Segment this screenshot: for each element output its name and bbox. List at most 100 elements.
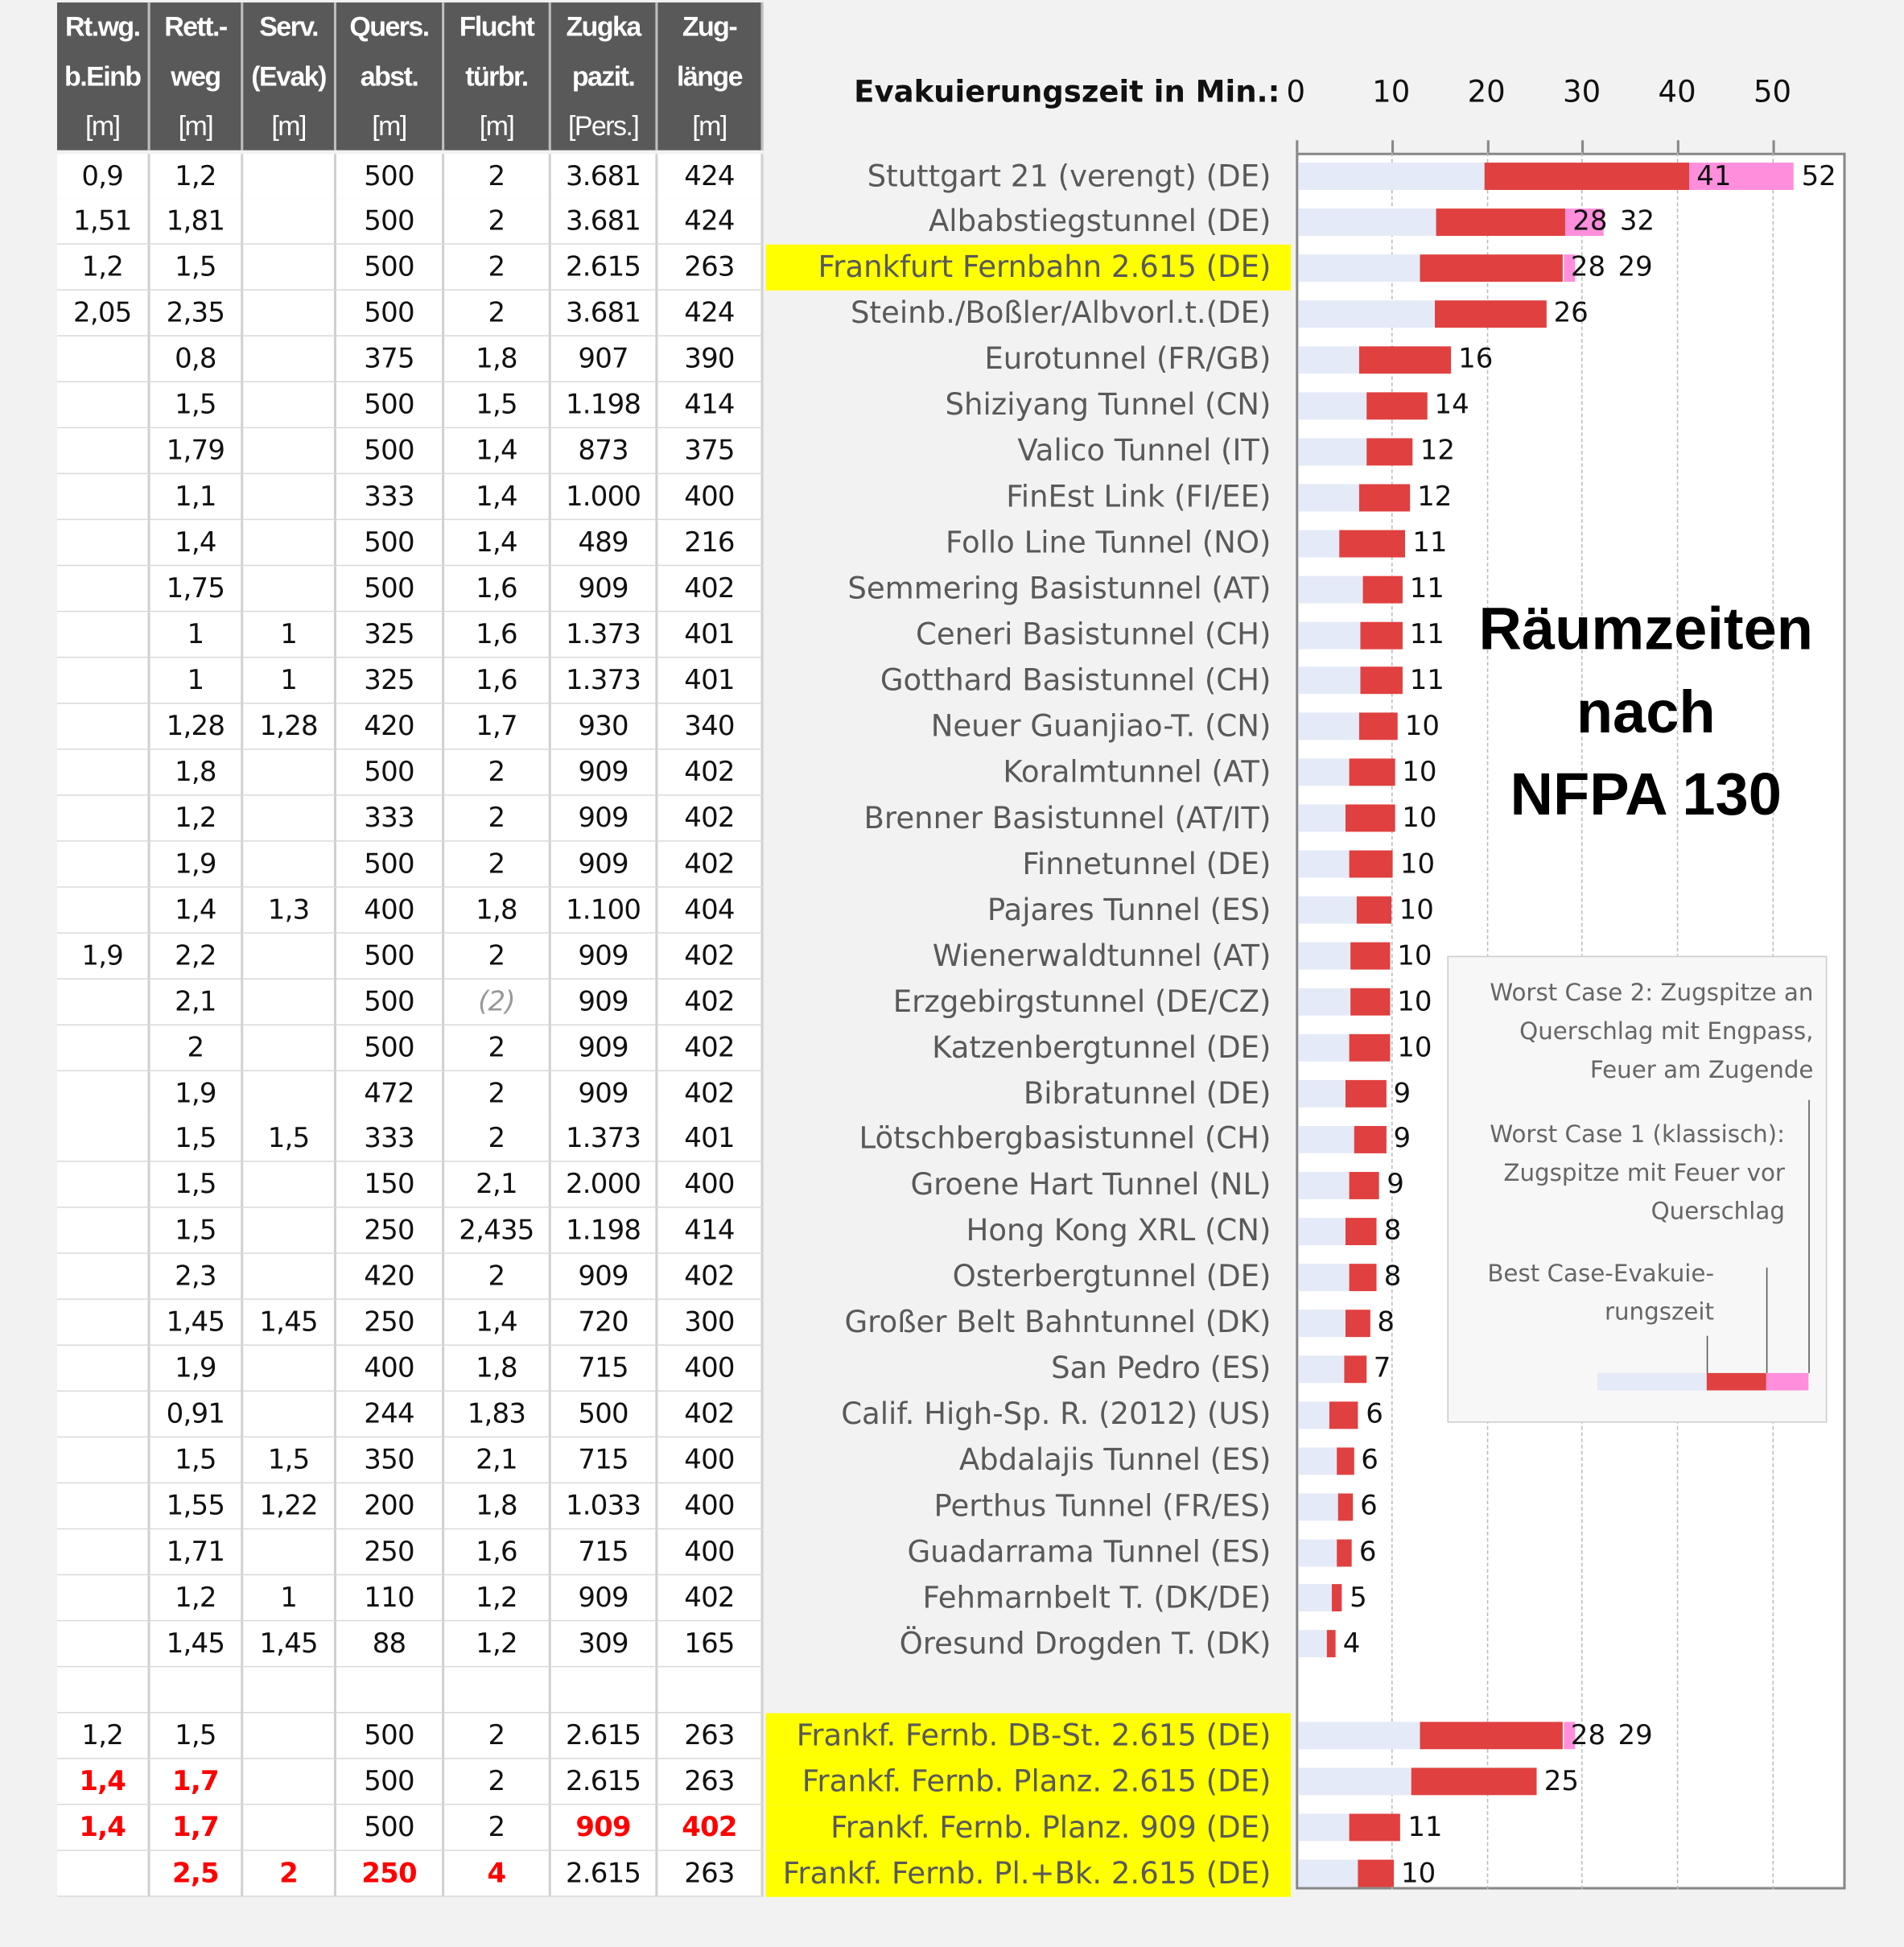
value-label-worst-case-1: 28 <box>1570 252 1606 284</box>
table-cell: 2 <box>444 1254 551 1301</box>
tunnel-label: Lötschbergbasistunnel (CH) <box>859 1121 1271 1157</box>
table-cell: 325 <box>336 658 445 704</box>
table-cell <box>243 566 336 613</box>
bar-worst-case-1 <box>1356 896 1392 924</box>
table-cell: 400 <box>657 1346 764 1392</box>
table-cell: 250 <box>336 1529 445 1576</box>
value-label-worst-case-1: 8 <box>1383 1261 1402 1293</box>
tunnel-label: Shiziyang Tunnel (CN) <box>945 387 1271 423</box>
table-cell: 401 <box>657 1116 764 1163</box>
legend-swatch-worst-case-1 <box>1706 1372 1766 1391</box>
table-cell: 1,4 <box>150 520 244 567</box>
table-cell: 500 <box>336 199 445 245</box>
bar-worst-case-1 <box>1360 666 1403 695</box>
column-header-text: [m] <box>271 110 307 142</box>
value-label-worst-case-1: 8 <box>1377 1307 1395 1339</box>
table-cell: 88 <box>336 1621 445 1668</box>
tunnel-label: Pajares Tunnel (ES) <box>987 892 1271 927</box>
tunnel-label: Stuttgart 21 (verengt) (DE) <box>867 158 1271 193</box>
value-label-worst-case-2: 29 <box>1618 252 1653 284</box>
table-cell: 400 <box>657 1529 764 1576</box>
table-cell: 424 <box>657 199 764 245</box>
table-cell: 401 <box>657 612 764 658</box>
table-cell: 3.681 <box>550 199 658 245</box>
bar-best-case <box>1298 208 1437 236</box>
tunnel-label: Frankf. Fernb. Pl.+Bk. 2.615 (DE) <box>782 1855 1271 1891</box>
bar-best-case <box>1298 1813 1350 1842</box>
table-cell <box>56 1850 150 1897</box>
table-cell <box>56 1392 150 1438</box>
bar-worst-case-1 <box>1358 1859 1394 1887</box>
table-cell: 1,2 <box>150 1575 244 1622</box>
bar-best-case <box>1298 1584 1332 1612</box>
bar-best-case <box>1298 1217 1346 1245</box>
bar-best-case <box>1298 804 1346 832</box>
column-header: Rt.wg. b.Einb [m] <box>56 2 150 151</box>
x-tick-label: 40 <box>1658 74 1696 109</box>
table-cell: 1,71 <box>150 1529 244 1576</box>
value-label-worst-case-1: 5 <box>1350 1582 1367 1615</box>
tunnel-label: Neuer Guanjiao-T. (CN) <box>930 708 1271 744</box>
table-cell: 1,5 <box>150 1162 244 1209</box>
table-cell: 1,9 <box>56 933 150 980</box>
table-cell <box>56 1208 150 1255</box>
table-cell: 715 <box>550 1346 658 1392</box>
bar-worst-case-1 <box>1346 1309 1370 1337</box>
table-cell: 375 <box>657 428 764 475</box>
value-label-worst-case-1: 10 <box>1399 848 1436 881</box>
table-cell <box>56 428 150 475</box>
table-cell: 1.198 <box>550 382 658 429</box>
table-cell: 1,79 <box>150 428 244 475</box>
value-label-worst-case-1: 6 <box>1360 1491 1378 1523</box>
table-cell <box>444 1667 551 1714</box>
table-cell: 500 <box>336 1805 445 1851</box>
bar-worst-case-2 <box>1689 163 1795 190</box>
table-cell: 2 <box>444 749 551 796</box>
table-cell: 1,4 <box>444 520 551 567</box>
table-cell: 402 <box>657 979 764 1025</box>
chart-title-line-3: NFPA 130 <box>1510 762 1782 828</box>
tunnel-label: Gotthard Basistunnel (CH) <box>880 662 1271 698</box>
table-cell <box>56 1070 150 1117</box>
bar-best-case <box>1298 437 1366 465</box>
table-cell: 1,4 <box>150 887 244 934</box>
table-cell: 2.615 <box>550 1713 658 1759</box>
value-label-worst-case-1: 10 <box>1402 757 1437 789</box>
table-cell: 2 <box>444 199 551 245</box>
table-cell: 1 <box>243 612 336 658</box>
table-cell <box>336 1667 445 1714</box>
value-label-worst-case-1: 11 <box>1412 527 1448 559</box>
table-cell: 500 <box>336 382 445 429</box>
x-tick-label: 50 <box>1753 74 1792 109</box>
table-cell: 2 <box>444 795 551 842</box>
table-cell <box>243 1254 336 1301</box>
bar-worst-case-1 <box>1349 1813 1401 1842</box>
table-cell: 1 <box>150 612 244 658</box>
tunnel-label: Steinb./Boßler/Albvorl.t.(DE) <box>851 295 1271 331</box>
tunnel-label: FinEst Link (FI/EE) <box>1006 479 1271 514</box>
table-cell: 350 <box>336 1438 445 1484</box>
x-tick <box>1391 140 1394 153</box>
tunnel-label: Valico Tunnel (IT) <box>1017 433 1271 468</box>
tunnel-label: Koralmtunnel (AT) <box>1003 754 1271 790</box>
table-cell: 424 <box>657 153 764 200</box>
table-cell: 715 <box>550 1529 658 1576</box>
table-cell <box>56 703 150 750</box>
tunnel-label: Guadarrama Tunnel (ES) <box>907 1534 1271 1570</box>
table-cell: 500 <box>336 841 445 888</box>
table-cell <box>243 1346 336 1392</box>
table-cell: 216 <box>657 520 764 567</box>
table-cell <box>243 1162 336 1209</box>
value-label-worst-case-1: 11 <box>1409 665 1444 697</box>
table-cell: 1,4 <box>56 1805 150 1851</box>
table-cell: 402 <box>657 1392 764 1438</box>
table-cell <box>243 1713 336 1759</box>
table-cell: 404 <box>657 887 764 934</box>
tunnel-label: Öresund Drogden T. (DK) <box>899 1626 1271 1661</box>
bar-worst-case-1 <box>1346 804 1395 832</box>
bar-best-case <box>1298 850 1350 878</box>
value-label-worst-case-2: 29 <box>1618 1720 1653 1752</box>
value-label-worst-case-2: 52 <box>1801 160 1836 192</box>
table-cell <box>243 474 336 521</box>
legend-swatch-worst-case-2 <box>1766 1372 1809 1391</box>
